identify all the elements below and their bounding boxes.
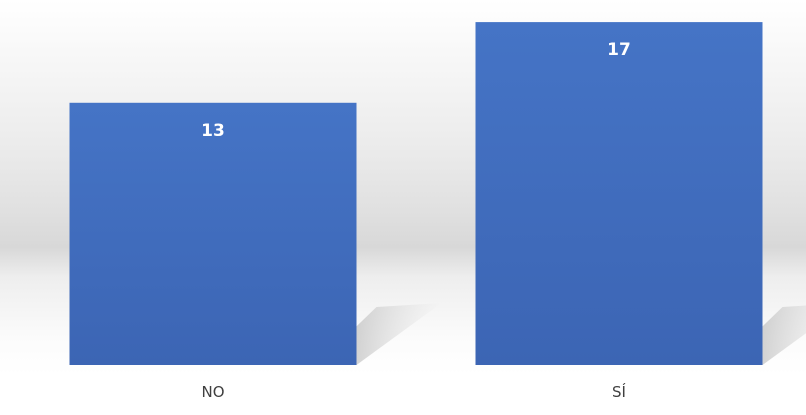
bar-s (475, 22, 763, 366)
category-label-no: NO (201, 383, 224, 401)
bar-no (69, 102, 357, 365)
data-label-s: 17 (607, 40, 631, 60)
data-label-no: 13 (201, 121, 225, 141)
category-labels: NO SÍ (201, 382, 625, 401)
bars (69, 22, 763, 366)
value-labels: 13 17 (201, 40, 631, 141)
category-label-s: SÍ (612, 382, 626, 401)
